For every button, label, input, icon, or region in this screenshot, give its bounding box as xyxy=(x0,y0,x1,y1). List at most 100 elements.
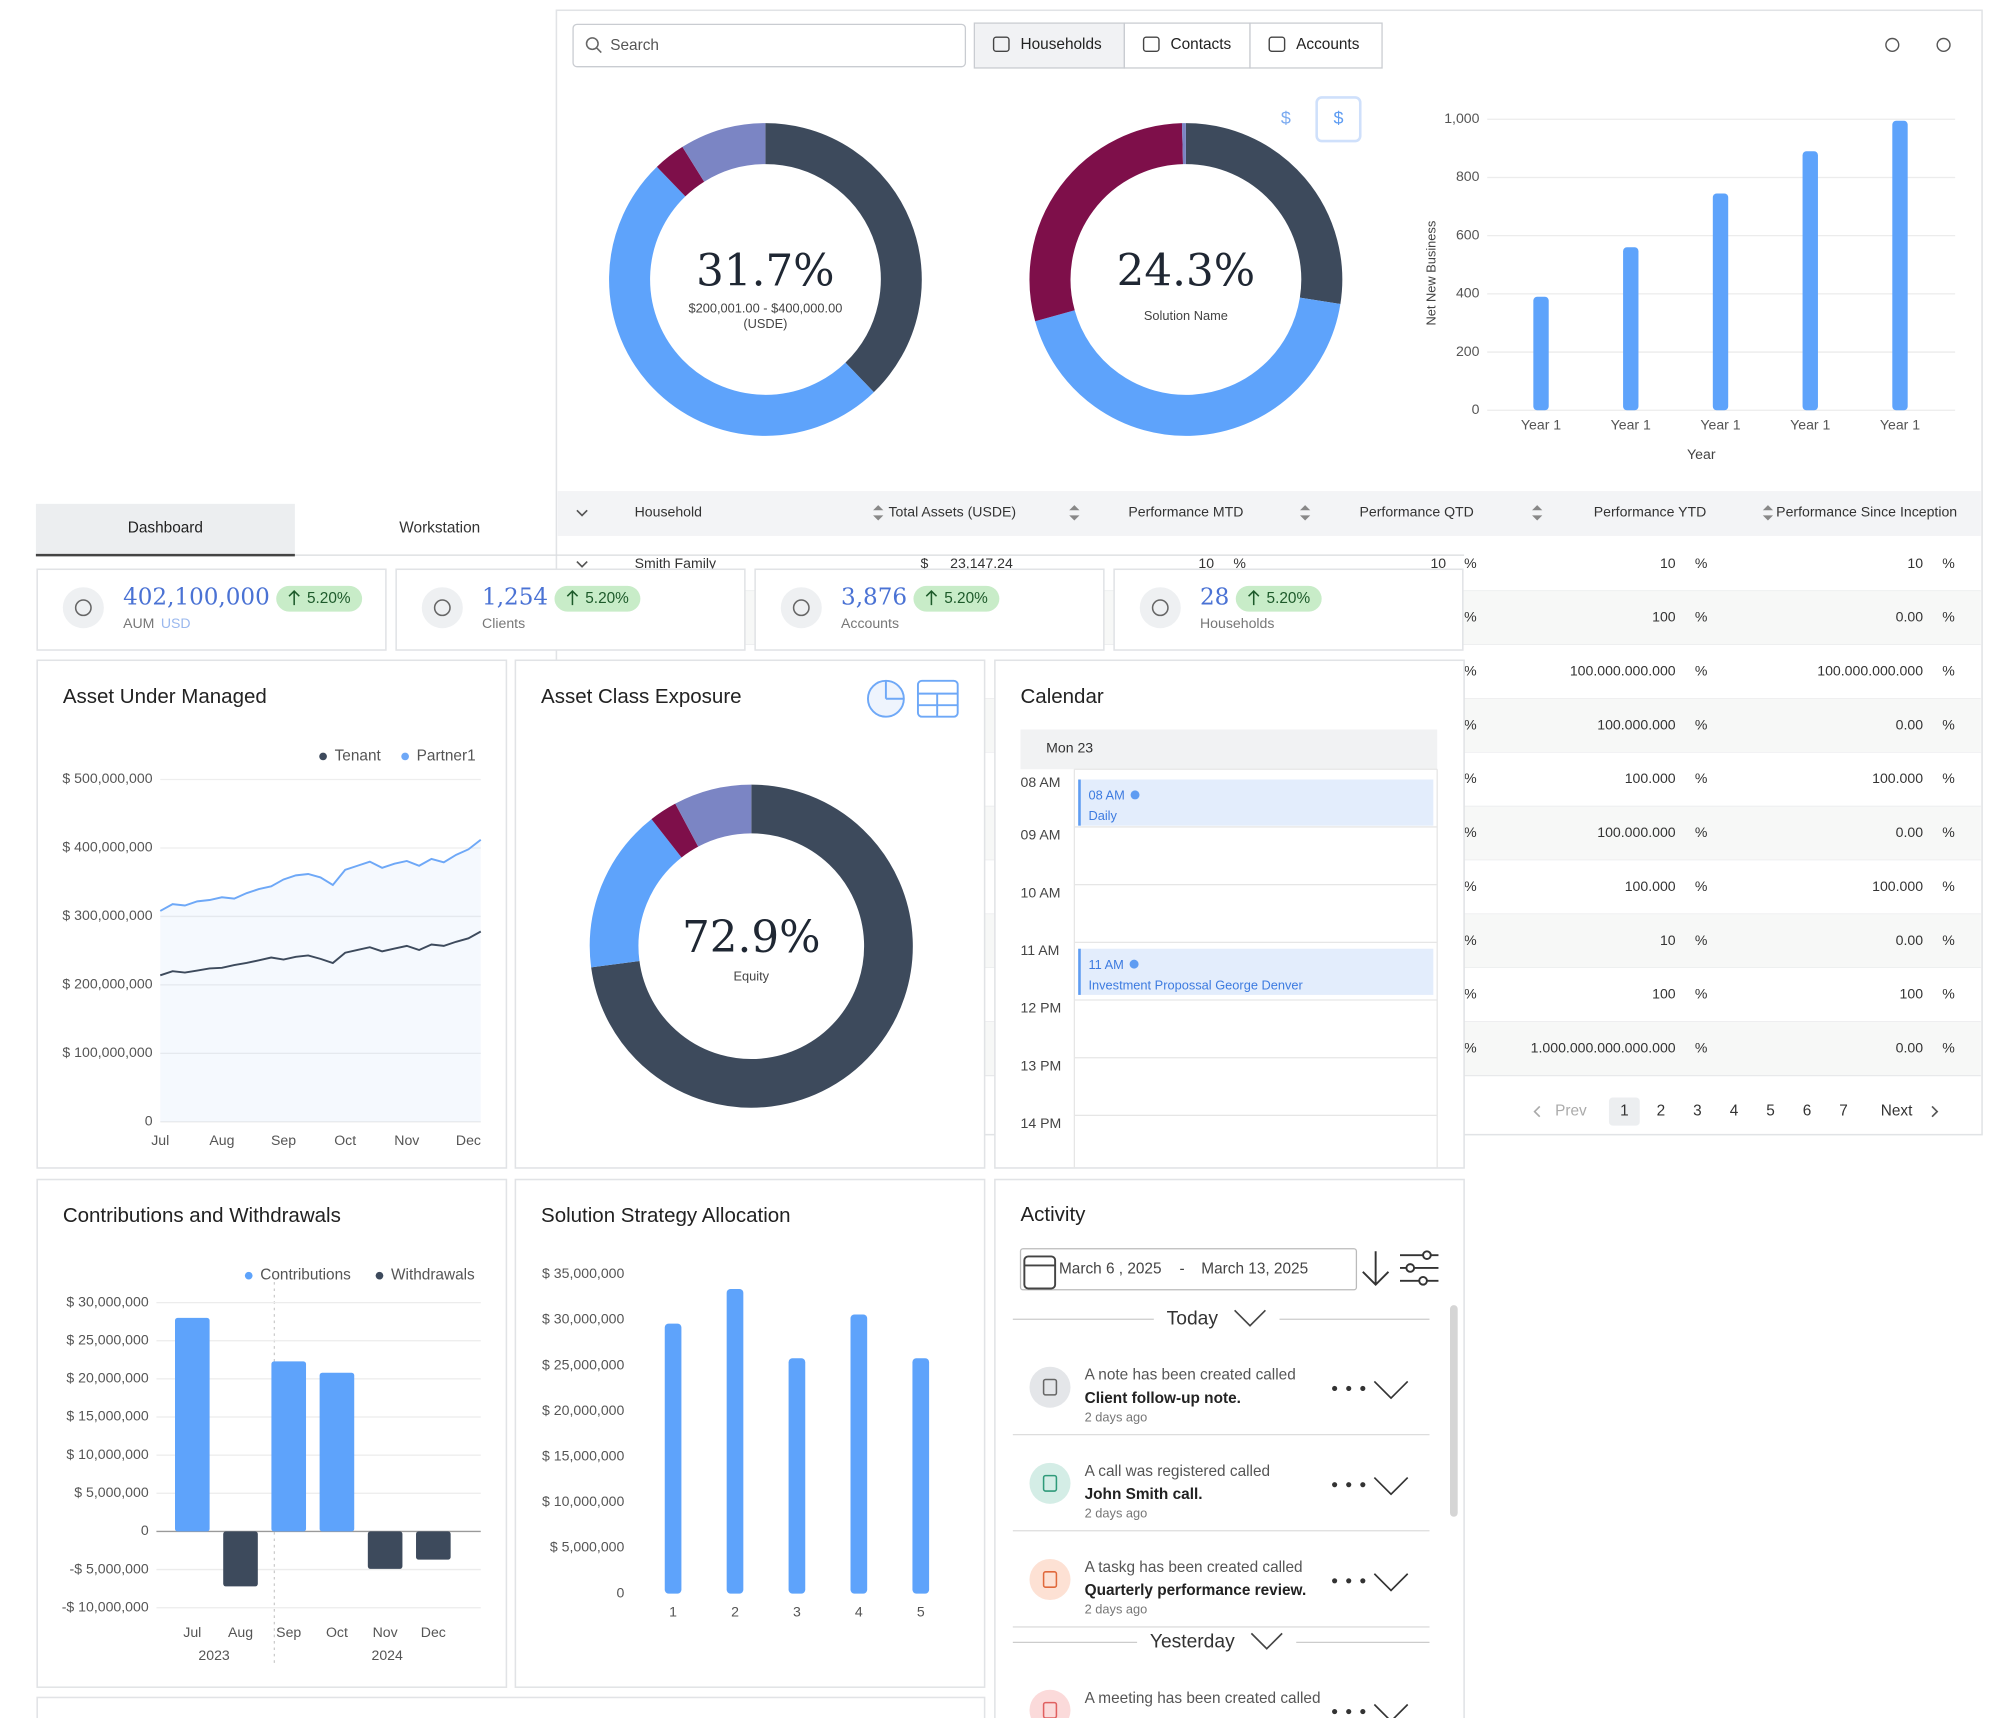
expand-icon[interactable] xyxy=(1373,1477,1409,1496)
more-icon xyxy=(1346,1385,1352,1392)
pagination-next[interactable]: Next xyxy=(1881,1103,1913,1120)
activity-time: 2 days ago xyxy=(1085,1409,1148,1424)
dashboard-tab[interactable]: Workstation xyxy=(399,519,480,536)
search-box[interactable] xyxy=(572,23,967,68)
kpi-change-pill xyxy=(1235,585,1322,612)
x-tick-label: Aug xyxy=(228,1624,253,1640)
sort-icon[interactable] xyxy=(1762,505,1774,521)
table-cell: % xyxy=(1942,824,1955,840)
y-tick-label: 400 xyxy=(1456,285,1480,301)
table-cell: 10 xyxy=(1430,555,1446,571)
x-tick-label: Dec xyxy=(421,1624,446,1640)
group-toggle[interactable] xyxy=(1250,1632,1283,1650)
page-number[interactable]: 4 xyxy=(1730,1103,1739,1120)
more-icon xyxy=(1346,1578,1352,1584)
sort-icon[interactable] xyxy=(1300,505,1311,521)
page-number[interactable]: 1 xyxy=(1620,1103,1629,1120)
more-icon xyxy=(1360,1578,1366,1584)
donut-segment xyxy=(589,819,683,968)
x-tick-label: 4 xyxy=(855,1604,863,1620)
bar xyxy=(416,1531,451,1560)
x-tick-label: Year 1 xyxy=(1790,416,1830,432)
x-tick-label: Sep xyxy=(276,1624,301,1640)
page-number[interactable]: 7 xyxy=(1839,1103,1848,1120)
y-tick-label: 0 xyxy=(617,1584,625,1600)
x-axis-label: Year xyxy=(1687,446,1716,462)
expand-icon[interactable] xyxy=(1373,1380,1409,1400)
toolbar-tab[interactable] xyxy=(1249,22,1383,69)
activity-icon-glyph xyxy=(1042,1474,1058,1492)
page-number[interactable]: 5 xyxy=(1766,1103,1775,1120)
prev-icon xyxy=(1533,1105,1541,1118)
pagination-prev[interactable]: Prev xyxy=(1555,1103,1587,1120)
x-tick-label: Oct xyxy=(326,1624,348,1640)
table-cell: 100.000 xyxy=(1872,878,1923,894)
activity-subject: Quarterly performance review. xyxy=(1085,1582,1307,1599)
more-icon xyxy=(1346,1482,1352,1488)
y-tick-label: 200 xyxy=(1456,343,1480,359)
table-cell: % xyxy=(1464,932,1477,948)
kpi-change-pill xyxy=(276,585,363,612)
x-tick-label: Year 1 xyxy=(1700,416,1740,432)
panel xyxy=(514,1178,986,1688)
y-tick-label: $ 500,000,000 xyxy=(62,770,152,786)
x-tick-label: Nov xyxy=(394,1132,419,1148)
kpi-icon-glyph xyxy=(74,599,92,617)
dashboard-tab[interactable]: Dashboard xyxy=(128,519,203,536)
kpi-change-pill xyxy=(913,585,1000,612)
table-header xyxy=(557,491,1981,536)
date-separator: - xyxy=(1179,1260,1184,1277)
page-number[interactable]: 3 xyxy=(1693,1103,1702,1120)
table-view-icon xyxy=(917,692,958,717)
sort-icon[interactable] xyxy=(1532,505,1543,521)
donut-center-value: 72.9% xyxy=(682,913,820,963)
y-tick-label: $ 35,000,000 xyxy=(542,1265,624,1281)
sort-icon[interactable] xyxy=(1069,505,1080,521)
toolbar-tab[interactable] xyxy=(973,22,1125,69)
table-cell: % xyxy=(1942,986,1955,1002)
calendar-event[interactable] xyxy=(1078,948,1434,995)
y-tick-label: -$ 10,000,000 xyxy=(62,1598,149,1614)
sort-icon[interactable] xyxy=(873,505,884,521)
activity-subject: Client follow-up note. xyxy=(1085,1390,1241,1407)
table-cell: % xyxy=(1942,878,1955,894)
y-tick-label: $ 5,000,000 xyxy=(550,1539,625,1555)
table-cell: 100 xyxy=(1900,986,1924,1002)
bar xyxy=(850,1314,868,1594)
currency-toggle[interactable]: $ xyxy=(1333,108,1343,128)
dashboard-tab-active[interactable] xyxy=(35,503,295,556)
y-tick-label: $ 5,000,000 xyxy=(74,1484,149,1500)
table-cell: 100 xyxy=(1652,986,1676,1002)
panel-title: Solution Strategy Allocation xyxy=(541,1204,791,1227)
table-cell: 100.000.000 xyxy=(1597,824,1676,840)
filter-icon xyxy=(1405,1263,1416,1273)
kpi-value: 402,100,000 xyxy=(123,585,270,611)
group-toggle[interactable] xyxy=(1234,1309,1266,1327)
kpi-value: 28 xyxy=(1200,585,1229,611)
column-header: Total Assets (USDE) xyxy=(888,504,1016,520)
page-number[interactable]: 2 xyxy=(1657,1103,1666,1120)
settings-icon[interactable] xyxy=(1885,37,1900,53)
expand-icon[interactable] xyxy=(1373,1573,1409,1592)
calendar-hour: 12 PM xyxy=(1021,1000,1062,1016)
donut-center-label: Solution Name xyxy=(1144,308,1228,323)
donut-segment xyxy=(1185,123,1343,304)
kpi-value: 1,254 xyxy=(482,585,548,611)
table-cell: 100.000.000.000 xyxy=(1817,663,1923,679)
table-cell: % xyxy=(1695,555,1708,571)
kpi-icon xyxy=(421,587,463,629)
y-tick-label: 0 xyxy=(1472,401,1480,417)
x-tick-label: Jul xyxy=(183,1624,201,1640)
table-cell: % xyxy=(1695,770,1708,786)
expand-icon[interactable] xyxy=(1373,1703,1409,1718)
donut-center-label: Equity xyxy=(733,968,769,983)
currency-toggle[interactable]: $ xyxy=(1281,108,1291,128)
calendar-event[interactable] xyxy=(1078,779,1434,826)
date-range-box[interactable] xyxy=(1019,1248,1358,1291)
sort-down-icon[interactable] xyxy=(1362,1251,1390,1287)
panel-title: Activity xyxy=(1021,1203,1087,1226)
page-number[interactable]: 6 xyxy=(1803,1103,1812,1120)
y-tick-label: -$ 5,000,000 xyxy=(70,1560,149,1576)
settings-icon[interactable] xyxy=(1936,37,1951,53)
donut-segment xyxy=(651,803,699,858)
